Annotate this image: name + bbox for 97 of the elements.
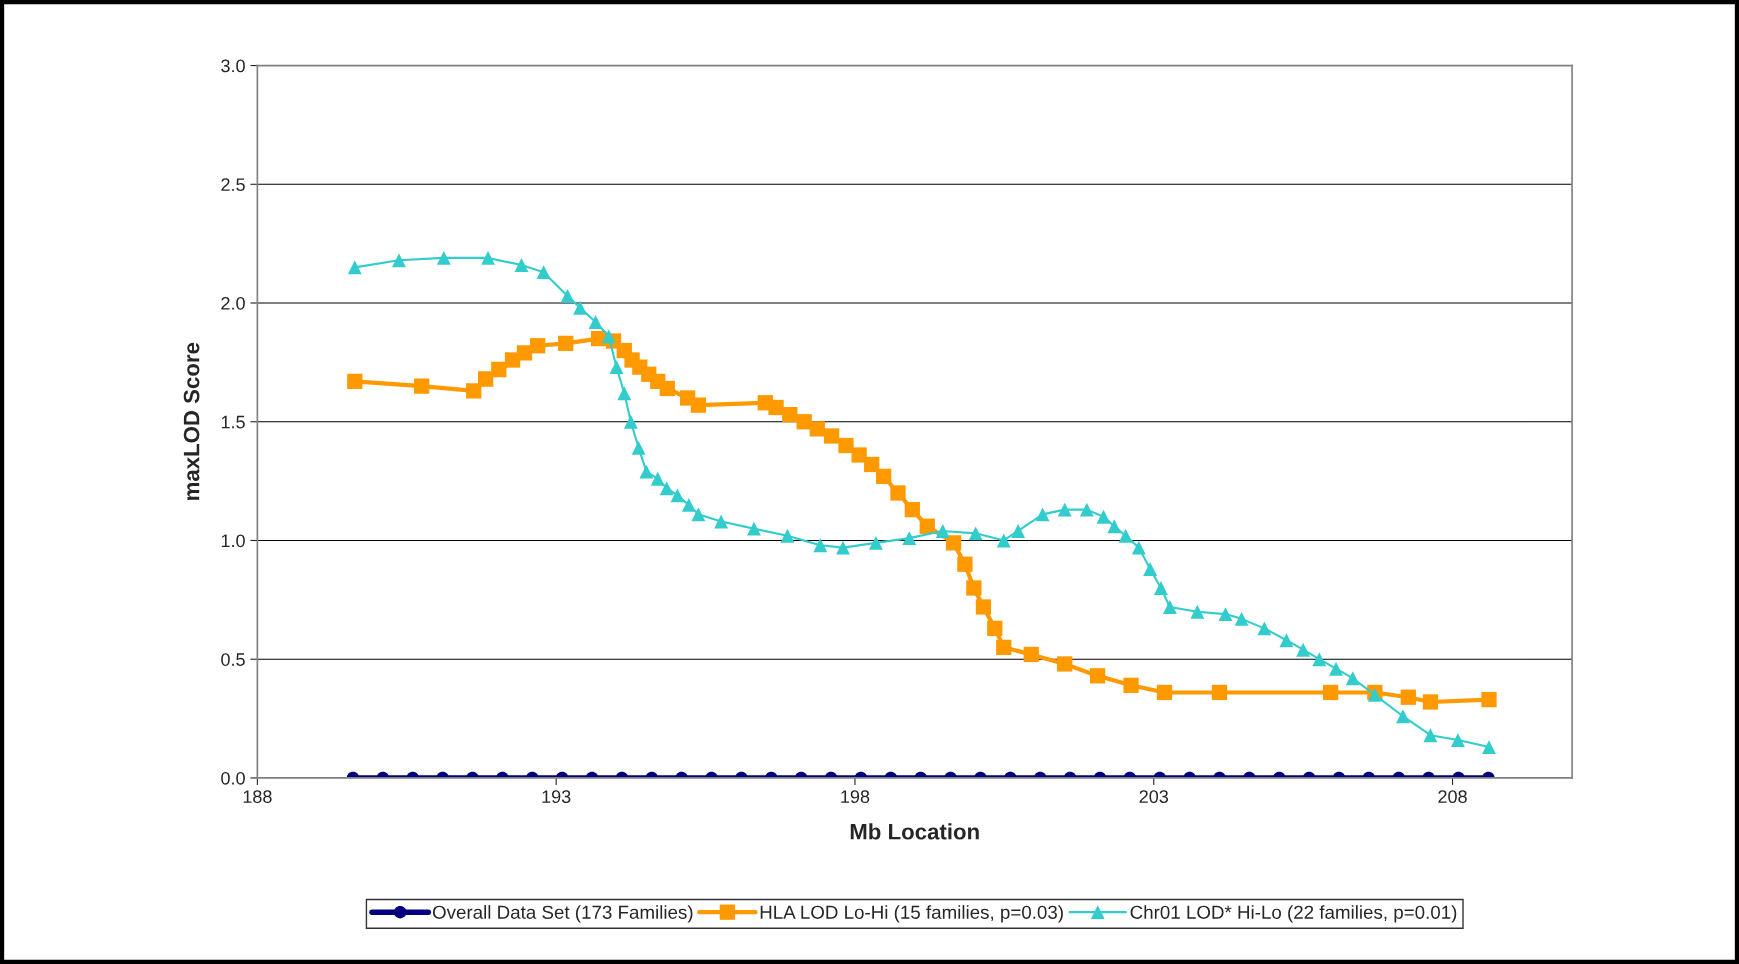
point xyxy=(1296,642,1311,657)
point xyxy=(935,524,950,538)
point xyxy=(996,639,1012,655)
point xyxy=(809,421,825,437)
point xyxy=(1400,689,1416,705)
point xyxy=(1131,540,1146,555)
y-tick-label: 1.5 xyxy=(221,415,245,429)
point xyxy=(514,258,529,272)
point xyxy=(573,300,588,315)
point xyxy=(1023,646,1039,663)
point xyxy=(588,315,603,329)
point xyxy=(436,250,451,265)
point xyxy=(659,481,674,496)
point xyxy=(813,538,828,553)
point xyxy=(617,386,632,401)
y-tick-label: 0.0 xyxy=(221,771,245,785)
point xyxy=(782,406,798,423)
point xyxy=(780,528,795,543)
point xyxy=(1107,519,1122,534)
point xyxy=(1234,611,1249,626)
point xyxy=(1143,562,1158,576)
point xyxy=(347,373,363,390)
point xyxy=(1079,502,1094,517)
point xyxy=(670,488,685,503)
point xyxy=(1057,656,1073,672)
point xyxy=(650,471,665,486)
point xyxy=(714,514,729,529)
point xyxy=(478,371,494,387)
y-tick-label: 0.5 xyxy=(221,653,245,666)
legend-label: Chr01 LOD* Hi-Lo (22 families, p=0.01) xyxy=(1130,905,1457,923)
y-tick-label: 1.0 xyxy=(221,534,245,548)
point xyxy=(1190,604,1205,619)
y-tick-label: 3.0 xyxy=(221,59,245,73)
point xyxy=(838,437,854,454)
point xyxy=(690,397,707,413)
point xyxy=(919,518,935,534)
point xyxy=(1057,502,1072,517)
point xyxy=(659,380,675,397)
point xyxy=(890,485,906,501)
point xyxy=(516,345,533,361)
point xyxy=(691,507,706,522)
point xyxy=(1118,528,1133,543)
point xyxy=(414,378,430,394)
point xyxy=(560,288,575,303)
point xyxy=(747,521,761,536)
point xyxy=(392,253,406,268)
point xyxy=(530,338,546,354)
legend-label: Overall Data Set (173 Families) xyxy=(432,905,693,923)
point xyxy=(996,533,1011,548)
point xyxy=(975,599,992,615)
point xyxy=(1123,677,1139,693)
point xyxy=(1329,661,1343,676)
point xyxy=(851,447,867,463)
point xyxy=(876,468,892,485)
point xyxy=(681,497,696,512)
point xyxy=(1162,600,1177,614)
point xyxy=(347,260,362,275)
point xyxy=(1279,633,1294,648)
point xyxy=(1011,524,1026,538)
point xyxy=(1218,607,1233,622)
x-tick-label: 188 xyxy=(243,790,272,804)
y-tick-label: 2.5 xyxy=(221,178,245,191)
point xyxy=(601,329,616,344)
point xyxy=(536,265,551,280)
point xyxy=(1096,509,1111,524)
x-tick-label: 208 xyxy=(1438,790,1467,804)
point xyxy=(1153,581,1168,595)
point xyxy=(987,620,1003,636)
point xyxy=(631,440,646,455)
x-tick-label: 198 xyxy=(841,790,870,804)
point xyxy=(824,428,840,444)
point xyxy=(466,383,482,399)
x-tick-label: 193 xyxy=(542,790,571,804)
y-axis-title: maxLOD Score xyxy=(183,342,200,500)
point xyxy=(957,556,973,572)
point xyxy=(609,360,624,375)
point xyxy=(481,250,495,265)
point xyxy=(945,535,962,551)
point xyxy=(1257,621,1272,636)
point xyxy=(623,414,638,429)
y-tick-label: 2.0 xyxy=(221,296,245,310)
x-tick-label: 203 xyxy=(1139,790,1169,804)
point xyxy=(904,501,920,518)
point xyxy=(558,335,574,352)
point xyxy=(491,361,507,378)
point xyxy=(639,464,654,479)
point xyxy=(768,399,784,416)
point xyxy=(968,526,983,541)
point xyxy=(902,531,917,546)
point xyxy=(836,540,850,555)
point xyxy=(966,580,982,596)
point xyxy=(796,414,812,430)
point xyxy=(1035,507,1050,522)
point xyxy=(868,535,883,550)
point xyxy=(864,456,880,473)
legend-label: HLA LOD Lo-Hi (15 families, p=0.03) xyxy=(760,905,1063,923)
x-axis-title: Mb Location xyxy=(850,823,979,840)
